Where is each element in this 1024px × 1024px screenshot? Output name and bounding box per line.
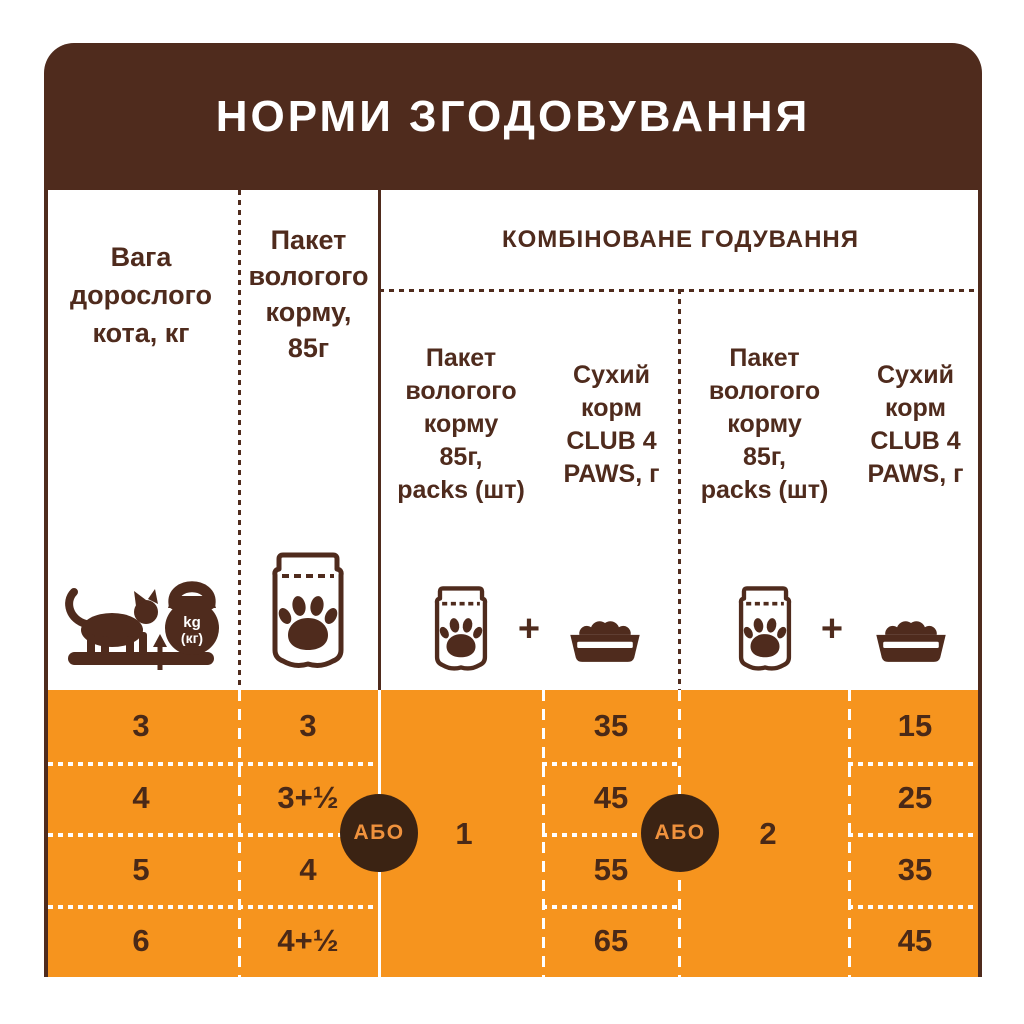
combined-group-divider — [678, 289, 681, 690]
cell-combo2-dry-row4: 45 — [897, 923, 933, 958]
kettlebell-kg-label-cyrillic: (кг) — [181, 630, 203, 646]
cell-combo1-dry-row4: 65 — [593, 923, 629, 958]
paw-print-icon — [278, 596, 338, 650]
cell-combo1-dry-row2: 45 — [593, 780, 629, 815]
cell-wet-row4: 4+½ — [277, 923, 339, 958]
cell-weight-row1: 3 — [132, 708, 150, 743]
or-badge-1: АБО — [340, 794, 418, 872]
card-left-border — [44, 190, 48, 977]
subheader-combo2-wet: Пакет вологого корму 85г, packs (шт) — [700, 344, 829, 504]
cell-weight-row4: 6 — [132, 923, 150, 958]
cell-combo2-dry-row3: 35 — [897, 852, 933, 887]
combo2-dry-bowl-icon — [872, 614, 950, 669]
subheader-combo1-dry: Сухий корм CLUB 4 PAWS, г — [563, 361, 660, 488]
column-header-combined: КОМБІНОВАНЕ ГОДУВАННЯ — [501, 226, 860, 253]
cell-weight-row2: 4 — [132, 780, 150, 815]
column-header-wet-pouch: Пакет вологого корму, 85г — [248, 225, 369, 363]
combo1-wet-pouch-icon — [432, 586, 490, 677]
row-divider — [48, 833, 378, 837]
table-data-section: 3 4 5 6 3 3+½ 4 4+½ 1 35 45 55 65 2 15 2… — [44, 690, 982, 977]
combo1-dry-bowl-icon — [566, 614, 644, 669]
or-badge-2: АБО — [641, 794, 719, 872]
cell-combo2-dry-row2: 25 — [897, 780, 933, 815]
plus-icon: + — [820, 608, 844, 650]
row-divider — [542, 905, 680, 909]
row-divider — [542, 762, 680, 766]
cell-wet-row1: 3 — [299, 708, 317, 743]
cell-combo1-dry-row1: 35 — [593, 708, 629, 743]
or-badge-label: АБО — [353, 821, 405, 844]
cell-combo1-dry-row3: 55 — [593, 852, 629, 887]
row-divider — [542, 833, 680, 837]
column-divider-weight-wet — [238, 190, 241, 690]
plus-icon: + — [517, 608, 541, 650]
subheader-combo2-dry: Сухий корм CLUB 4 PAWS, г — [867, 361, 964, 488]
or-badge-label: АБО — [654, 821, 706, 844]
feeding-chart-card: НОРМИ ЗГОДОВУВАННЯ Вага дорослого кота, … — [44, 43, 982, 977]
row-divider — [48, 762, 378, 766]
page-title: НОРМИ ЗГОДОВУВАННЯ — [215, 91, 811, 141]
cell-combo2-packs: 2 — [759, 816, 777, 851]
chart-header: НОРМИ ЗГОДОВУВАННЯ — [44, 43, 982, 190]
kettlebell-kg-label: kg — [183, 614, 201, 631]
cell-combo2-dry-row1: 15 — [897, 708, 933, 743]
card-right-border — [978, 190, 982, 977]
cell-combo1-packs: 1 — [455, 816, 473, 851]
row-divider — [848, 905, 978, 909]
table-header-section: Вага дорослого кота, кг Пакет вологого к… — [44, 190, 982, 690]
cell-weight-row3: 5 — [132, 852, 150, 887]
row-divider — [48, 905, 378, 909]
cat-weight-icon: kg (кг) — [56, 552, 226, 677]
cell-wet-row2: 3+½ — [277, 780, 339, 815]
cell-wet-row3: 4 — [299, 852, 317, 887]
subheader-combo1-wet: Пакет вологого корму 85г, packs (шт) — [397, 344, 525, 504]
wet-pouch-icon — [268, 552, 348, 675]
row-divider — [848, 762, 978, 766]
combo2-wet-pouch-icon — [736, 586, 794, 677]
row-divider — [848, 833, 978, 837]
column-divider-wet-combined — [378, 190, 381, 690]
column-header-weight: Вага дорослого кота, кг — [70, 242, 212, 348]
